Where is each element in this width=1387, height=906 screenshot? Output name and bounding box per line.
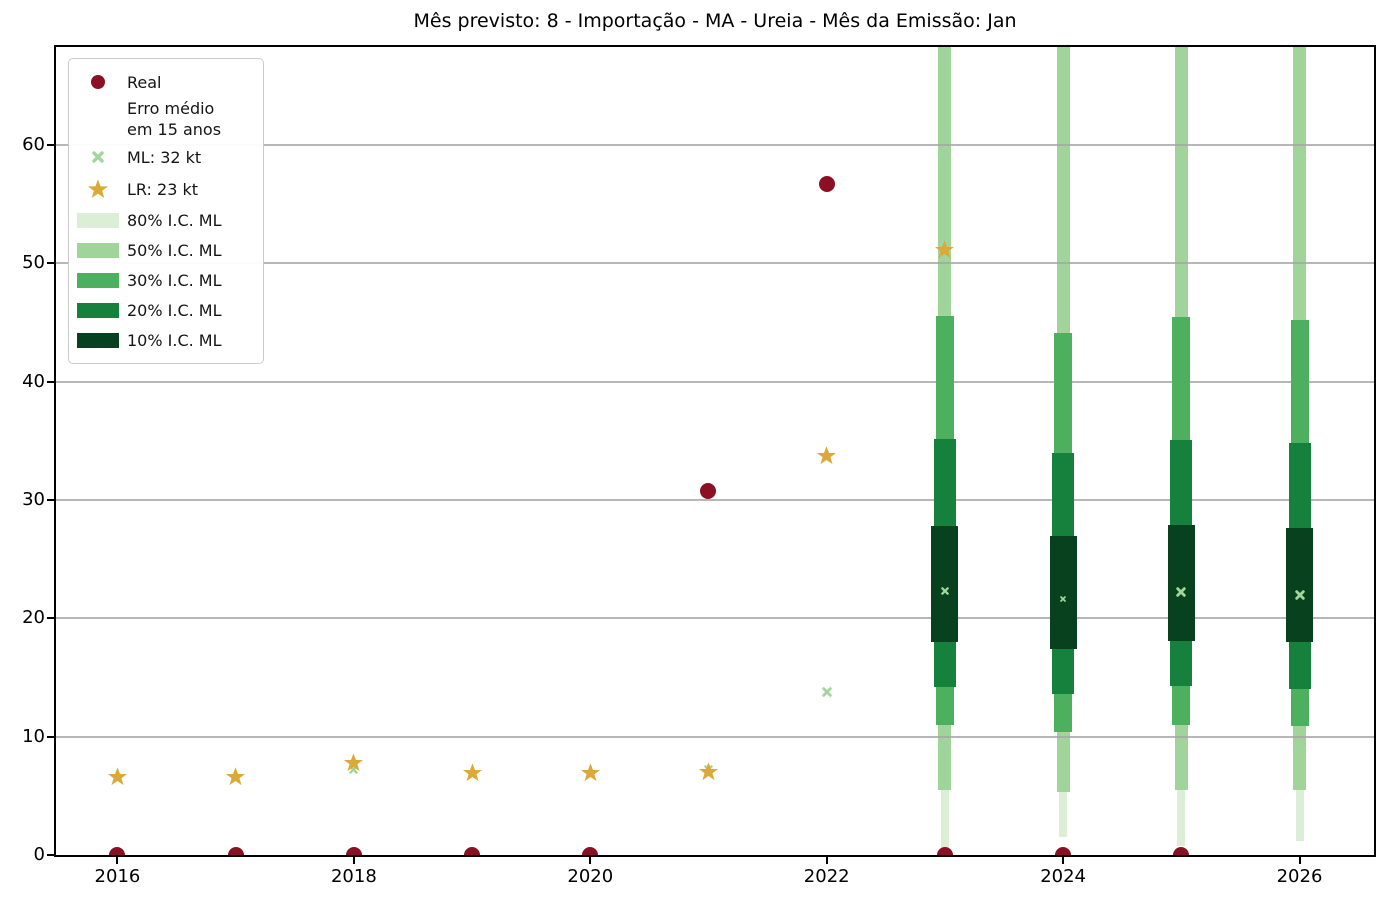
gridline-y-60 xyxy=(56,144,1374,147)
legend-label: 20% I.C. ML xyxy=(127,300,222,320)
real-point-2018 xyxy=(345,847,362,855)
y-tick-mark-50 xyxy=(47,262,54,265)
gridline-y-20 xyxy=(56,617,1374,620)
y-tick-mark-0 xyxy=(47,854,54,856)
legend-item-3: LR: 23 kt xyxy=(69,173,263,205)
lr-point-2018 xyxy=(343,752,364,773)
y-tick-label-10: 10 xyxy=(22,725,45,747)
plot-area xyxy=(54,45,1376,857)
gridline-y-10 xyxy=(56,735,1374,738)
real-point-2023 xyxy=(936,847,953,855)
ci-patch-icon xyxy=(77,242,119,258)
ci-patch-icon xyxy=(77,272,119,288)
legend-label: 80% I.C. ML xyxy=(127,210,222,230)
x-marker-icon xyxy=(69,151,127,163)
x-tick-mark-2016 xyxy=(116,857,119,864)
legend-label: Real xyxy=(127,72,162,92)
x-tick-label-2026: 2026 xyxy=(1276,866,1323,887)
legend-item-7: 20% I.C. ML xyxy=(69,295,263,325)
legend-label: LR: 23 kt xyxy=(127,179,198,199)
real-point-2022 xyxy=(818,176,835,193)
y-tick-label-20: 20 xyxy=(22,607,45,629)
legend-label: 30% I.C. ML xyxy=(127,270,222,290)
y-tick-label-0: 0 xyxy=(33,844,45,865)
ml-point-2025 xyxy=(1176,587,1187,598)
patch-marker-icon xyxy=(69,272,127,288)
ml-point-2023 xyxy=(941,587,949,595)
x-tick-mark-2020 xyxy=(589,857,592,864)
legend-label: 10% I.C. ML xyxy=(127,330,222,350)
real-point-2024 xyxy=(1055,847,1072,855)
y-tick-mark-30 xyxy=(47,499,54,502)
patch-marker-icon xyxy=(69,242,127,258)
ci-band-10pct-2024 xyxy=(1049,535,1077,650)
x-tick-mark-2024 xyxy=(1062,857,1065,864)
ml-point-2022 xyxy=(821,686,832,697)
ci-patch-icon xyxy=(77,302,119,318)
x-tick-label-2020: 2020 xyxy=(567,866,614,887)
lr-point-2017 xyxy=(225,766,246,787)
legend: Real Erro médio em 15 anos ML: 32 kt LR: 23… xyxy=(68,58,264,364)
legend-label: 50% I.C. ML xyxy=(127,240,222,260)
legend-item-8: 10% I.C. ML xyxy=(69,325,263,355)
y-tick-mark-20 xyxy=(47,617,54,620)
legend-item-4: 80% I.C. ML xyxy=(69,205,263,235)
circle-marker-icon xyxy=(69,75,127,89)
gridline-y-50 xyxy=(56,262,1374,265)
patch-marker-icon xyxy=(69,302,127,318)
x-tick-label-2016: 2016 xyxy=(94,866,141,887)
x-tick-label-2018: 2018 xyxy=(330,866,377,887)
real-point-2021 xyxy=(700,482,717,499)
legend-item-0: Real xyxy=(69,67,263,97)
y-tick-mark-10 xyxy=(47,735,54,738)
ci-patch-icon xyxy=(77,212,119,228)
legend-item-1: Erro médio em 15 anos xyxy=(69,97,263,141)
real-point-2025 xyxy=(1173,847,1190,855)
x-tick-label-2024: 2024 xyxy=(1040,866,1087,887)
real-point-2016 xyxy=(109,847,126,855)
lr-point-2020 xyxy=(580,762,601,783)
chart-title: Mês previsto: 8 - Importação - MA - Urei… xyxy=(413,10,1017,32)
lr-point-2019 xyxy=(462,762,483,783)
ci-patch-icon xyxy=(77,332,119,348)
y-tick-mark-40 xyxy=(47,380,54,383)
legend-label: Erro médio em 15 anos xyxy=(127,99,222,139)
legend-label: ML: 32 kt xyxy=(127,147,202,167)
real-point-2019 xyxy=(464,847,481,855)
lr-point-2016 xyxy=(107,766,128,787)
y-tick-label-40: 40 xyxy=(22,370,45,392)
legend-item-6: 30% I.C. ML xyxy=(69,265,263,295)
x-tick-mark-2022 xyxy=(825,857,828,864)
y-tick-label-50: 50 xyxy=(22,252,45,274)
y-tick-mark-60 xyxy=(47,144,54,147)
x-tick-mark-2026 xyxy=(1298,857,1301,864)
ml-point-2026 xyxy=(1294,589,1305,600)
ci-band-10pct-2023 xyxy=(931,526,959,643)
legend-item-2: ML: 32 kt xyxy=(69,141,263,173)
x-tick-label-2022: 2022 xyxy=(803,866,850,887)
y-tick-label-30: 30 xyxy=(22,489,45,511)
lr-point-2022 xyxy=(816,445,837,466)
lr-point-2023 xyxy=(934,239,955,260)
y-tick-label-60: 60 xyxy=(22,134,45,156)
star-marker-icon xyxy=(69,178,127,200)
lr-point-2021 xyxy=(698,761,719,782)
gridline-y-30 xyxy=(56,499,1374,502)
ci-band-10pct-2025 xyxy=(1167,524,1195,641)
real-circle-icon xyxy=(91,75,105,89)
real-point-2017 xyxy=(227,847,244,855)
legend-item-5: 50% I.C. ML xyxy=(69,235,263,265)
patch-marker-icon xyxy=(69,332,127,348)
ci-band-10pct-2026 xyxy=(1286,528,1314,643)
ml-point-2024 xyxy=(1060,596,1066,603)
gridline-y-40 xyxy=(56,380,1374,383)
patch-marker-icon xyxy=(69,212,127,228)
real-point-2020 xyxy=(582,847,599,855)
x-tick-mark-2018 xyxy=(352,857,355,864)
